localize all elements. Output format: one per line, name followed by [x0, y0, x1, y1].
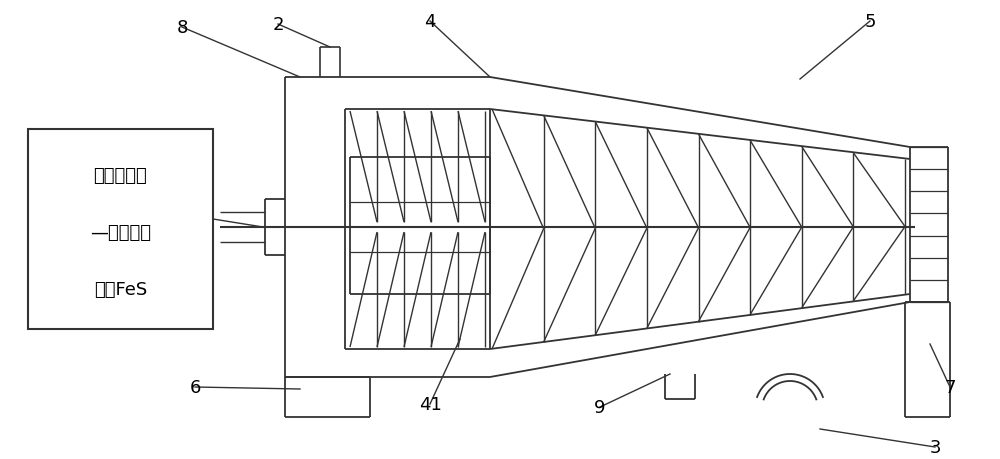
Text: 3: 3 [929, 438, 941, 456]
Text: 7: 7 [944, 378, 956, 396]
Text: 微生物还原: 微生物还原 [94, 166, 147, 185]
Bar [28, 130, 213, 329]
Text: 9: 9 [594, 398, 606, 416]
Text: 41: 41 [419, 395, 441, 413]
Text: 2: 2 [272, 16, 284, 34]
Text: 4: 4 [424, 13, 436, 31]
Text: 制备FeS: 制备FeS [94, 280, 147, 298]
Text: —电化学法: —电化学法 [90, 224, 151, 241]
Text: 6: 6 [189, 378, 201, 396]
Text: 5: 5 [864, 13, 876, 31]
Text: 8: 8 [176, 19, 188, 37]
